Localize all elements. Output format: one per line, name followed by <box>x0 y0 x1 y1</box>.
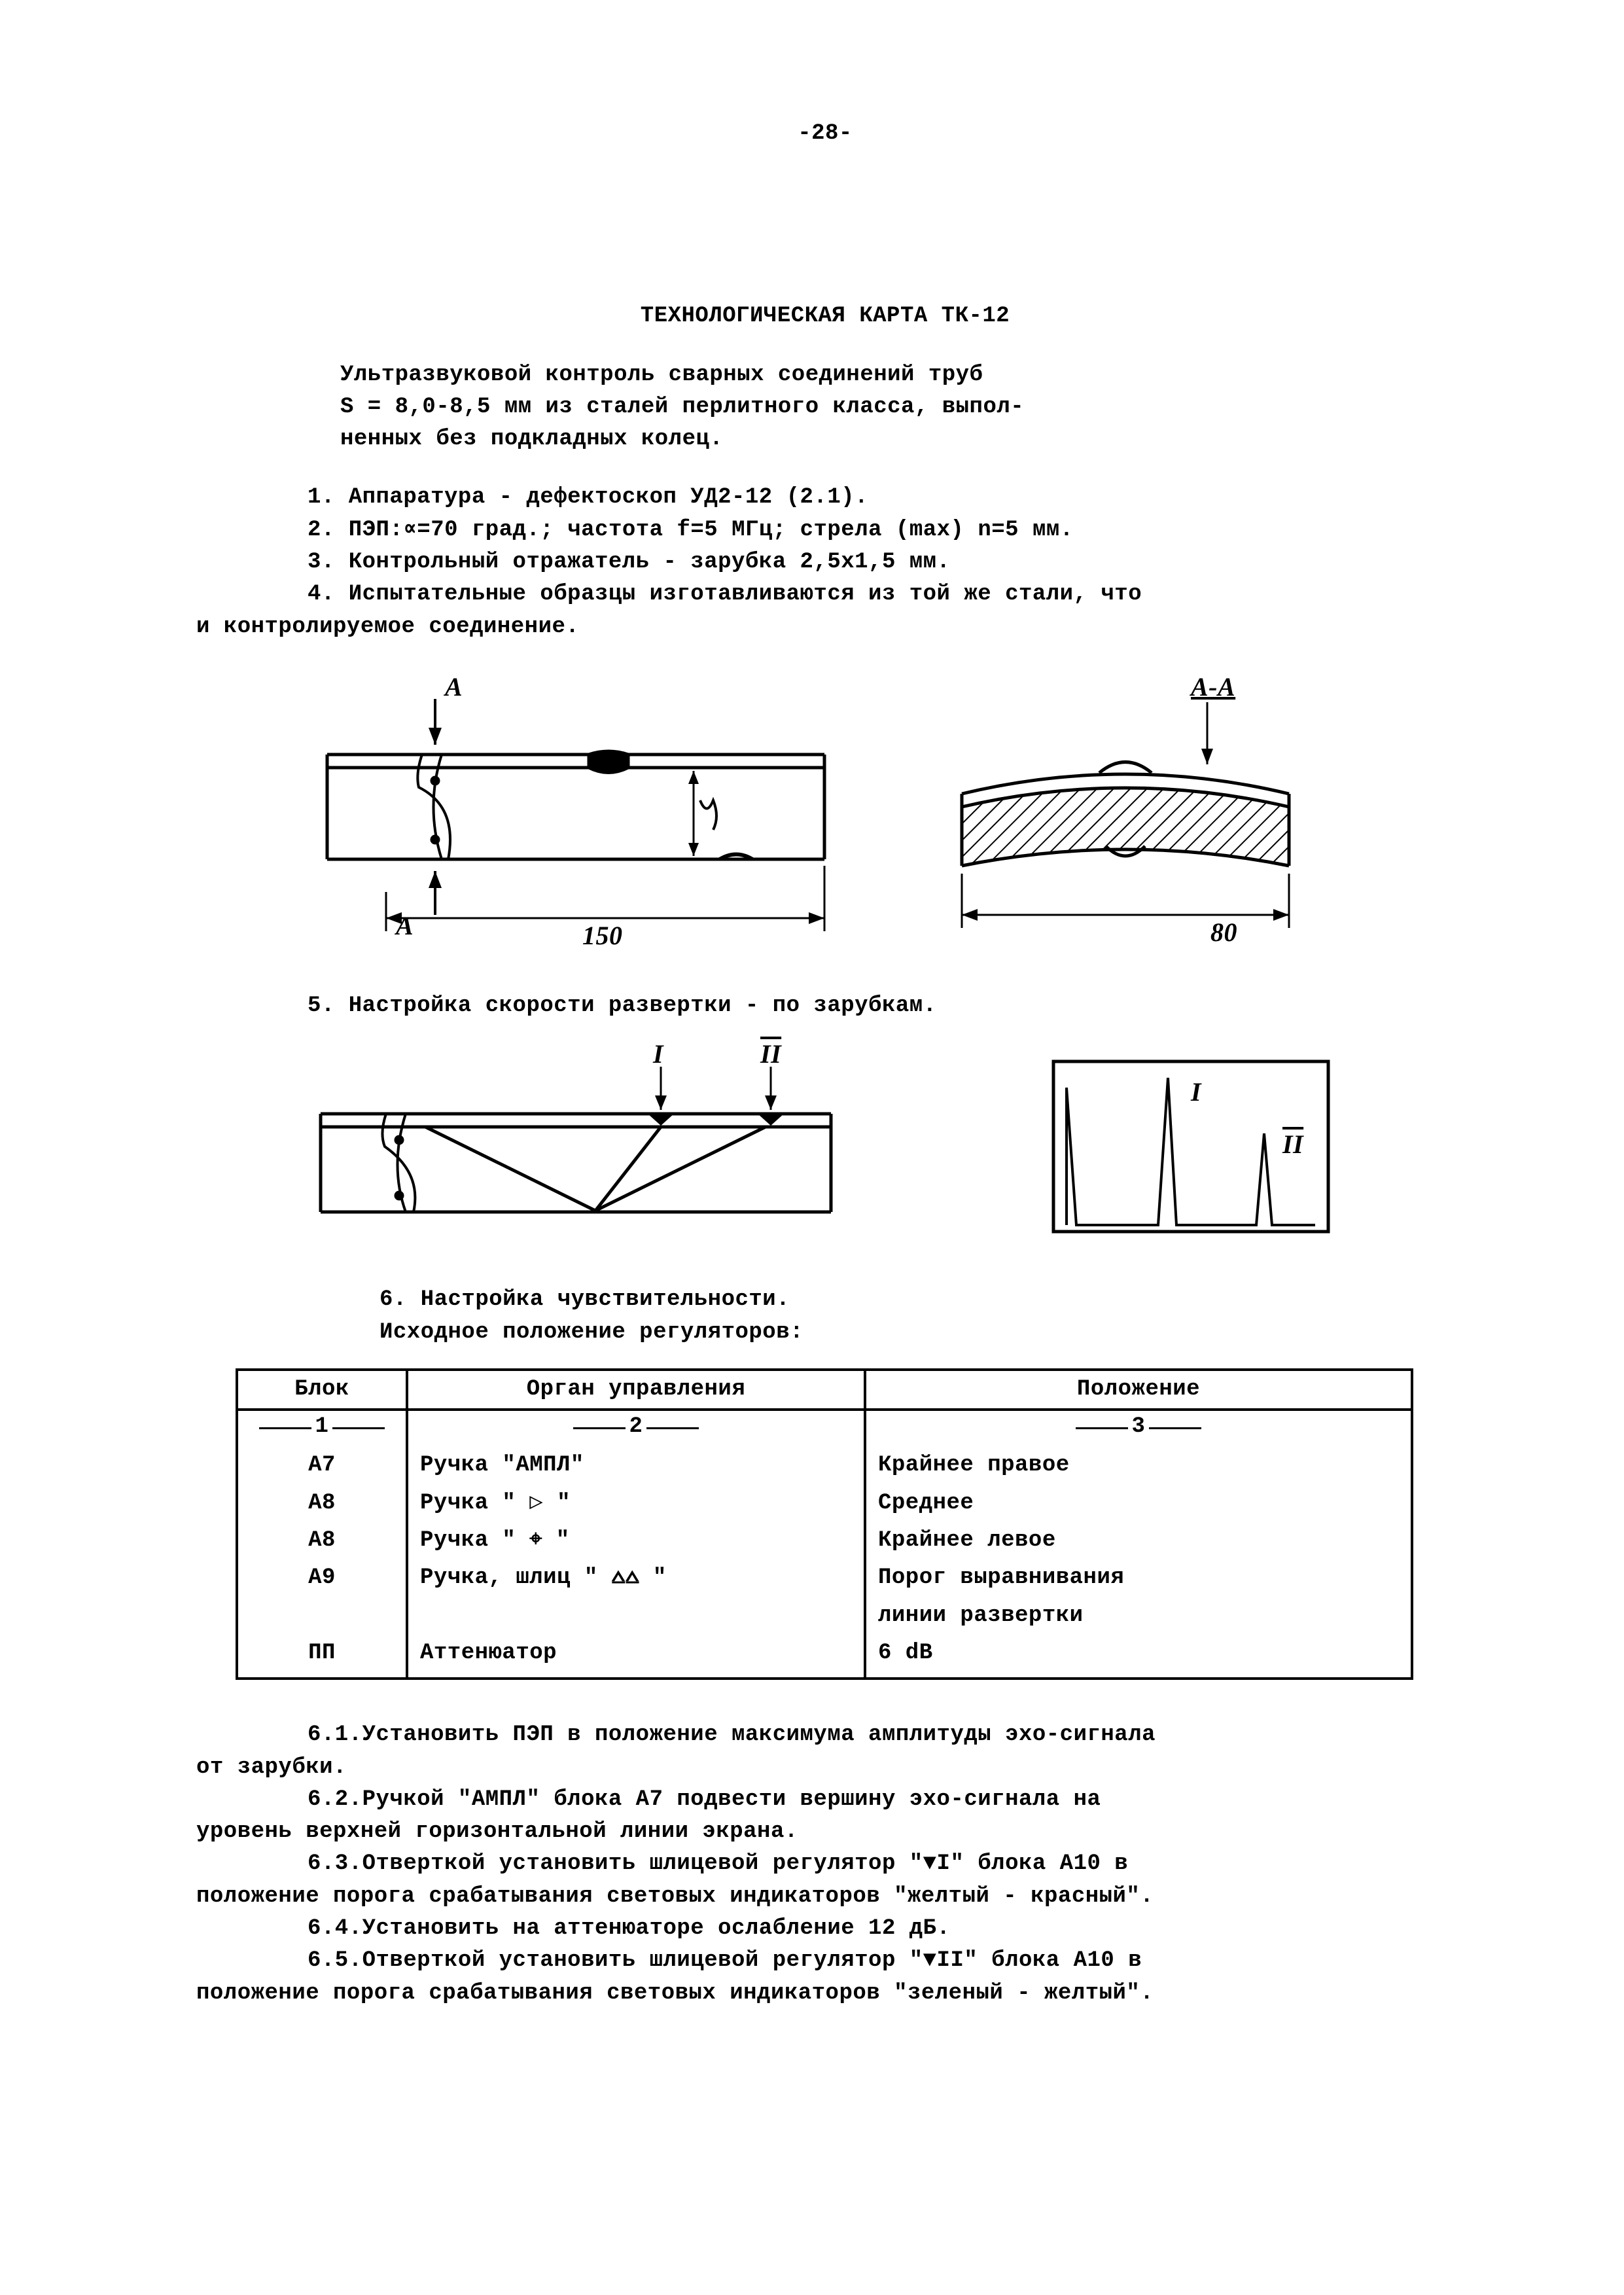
figure-row-1: А А 150 <box>308 669 1454 957</box>
table-row: А8Ручка " ▷ "Среднее <box>237 1485 1412 1522</box>
item-6-2c: уровень верхней горизонтальной линии экр… <box>196 1816 1454 1848</box>
table-row: А9Ручка, шлиц " ⩟⩟ "Порог выравнивания <box>237 1559 1412 1597</box>
settings-table: Блок Орган управления Положение 1 2 3 А7… <box>236 1368 1413 1680</box>
item-6-1c: от зарубки. <box>196 1752 1454 1784</box>
diagram-sweep: I II <box>308 1042 844 1245</box>
item-6-line: Исходное положение регуляторов: <box>380 1317 1454 1349</box>
table-row: А8Ручка " ⌖ "Крайнее левое <box>237 1522 1412 1559</box>
item-4: 4. Испытательные образцы изготавливаются… <box>196 578 1454 611</box>
sub-3: 3 <box>1132 1411 1146 1443</box>
sub-2: 2 <box>629 1411 643 1443</box>
page-title: ТЕХНОЛОГИЧЕСКАЯ КАРТА ТК-12 <box>196 300 1454 332</box>
item-4-cont: и контролируемое соединение. <box>196 611 1454 643</box>
label-I: I <box>652 1039 664 1069</box>
item-5: 5. Настройка скорости развертки - по зар… <box>308 990 1454 1022</box>
item-1: 1. Аппаратура - дефектоскоп УД2-12 (2.1)… <box>196 482 1454 514</box>
figure-row-2: I II I II <box>308 1042 1454 1245</box>
item-6-2: 6.2.Ручкой "АМПЛ" блока А7 подвести верш… <box>196 1784 1454 1816</box>
intro-line: Ультразвуковой контроль сварных соединен… <box>340 359 1454 391</box>
intro-block: Ультразвуковой контроль сварных соединен… <box>340 359 1454 456</box>
table-row: А7Ручка "АМПЛ"Крайнее правое <box>237 1447 1412 1484</box>
intro-line: S = 8,0-8,5 мм из сталей перлитного клас… <box>340 391 1454 423</box>
sub-1: 1 <box>315 1411 329 1443</box>
diagram-section-aa: А-А 80 <box>949 669 1315 957</box>
table-row: линии развертки <box>237 1597 1412 1635</box>
label-A-bot: А <box>394 911 414 940</box>
table-row: ППАттенюатор 6 dB <box>237 1635 1412 1679</box>
scope-label-II: II <box>1282 1130 1304 1159</box>
item-6-3: 6.3.Отверткой установить шлицевой регуля… <box>196 1848 1454 1880</box>
item-6-1: 6.1.Установить ПЭП в положение максимума… <box>196 1719 1454 1751</box>
item-6-4: 6.4.Установить на аттенюаторе ослабление… <box>196 1913 1454 1945</box>
th-control: Орган управления <box>407 1370 865 1410</box>
label-section: А-А <box>1189 672 1235 702</box>
label-A-top: А <box>443 672 463 702</box>
diagram-specimen: А А 150 <box>308 669 844 957</box>
item-6-5c: положение порога срабатывания световых и… <box>196 1978 1454 2010</box>
dim-80: 80 <box>1210 917 1237 947</box>
intro-line: ненных без подкладных колец. <box>340 423 1454 455</box>
page: -28- ТЕХНОЛОГИЧЕСКАЯ КАРТА ТК-12 Ультраз… <box>0 0 1624 2295</box>
item-2: 2. ПЭП:∝=70 град.; частота f=5 МГц; стре… <box>196 514 1454 546</box>
item-6-3c: положение порога срабатывания световых и… <box>196 1881 1454 1913</box>
th-pos: Положение <box>865 1370 1412 1410</box>
scope-label-I: I <box>1190 1077 1202 1107</box>
item-6: 6. Настройка чувствительности. Исходное … <box>380 1284 1454 1349</box>
page-number: -28- <box>196 118 1454 150</box>
item-6-5: 6.5.Отверткой установить шлицевой регуля… <box>196 1945 1454 1977</box>
th-block: Блок <box>237 1370 407 1410</box>
item-3: 3. Контрольный отражатель - зарубка 2,5x… <box>196 546 1454 578</box>
item-6-line: 6. Настройка чувствительности. <box>380 1284 1454 1316</box>
dim-150: 150 <box>582 921 623 950</box>
label-II: II <box>760 1039 782 1069</box>
diagram-oscilloscope: I II <box>1040 1042 1341 1245</box>
